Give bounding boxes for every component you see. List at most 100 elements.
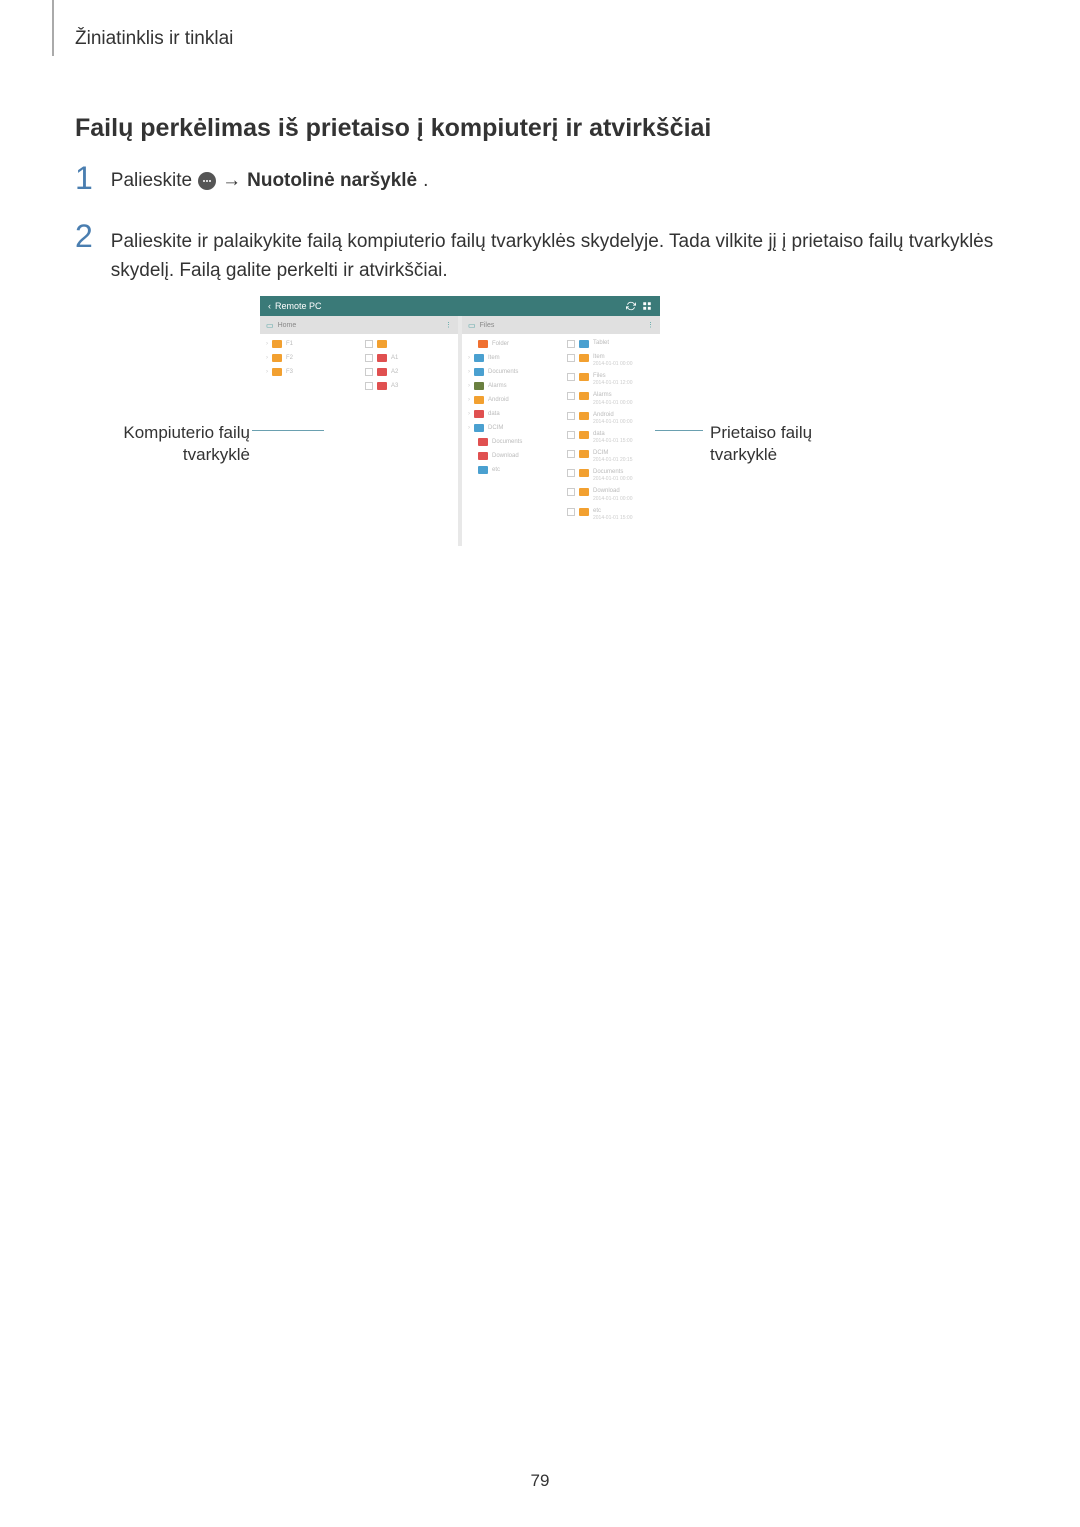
- file-label: Documents: [593, 469, 632, 476]
- step-number-2: 2: [75, 220, 93, 252]
- pc-panel-header: ▭ Home ⋮: [260, 316, 458, 334]
- back-arrow-icon: ‹: [268, 301, 271, 311]
- dual-panels: ▭ Home ⋮ › F1 › F2 › F3 A1 A2 A3 ▭ Files ⋮ Fold…: [260, 316, 660, 546]
- file-item: A3: [365, 382, 452, 390]
- statusbar-right: [626, 301, 652, 311]
- folder-icon: [579, 450, 589, 458]
- file-item: Documents: [468, 438, 555, 446]
- file-label: Documents: [492, 439, 522, 445]
- expand-arrow-icon: ›: [468, 383, 470, 389]
- checkbox-icon: [567, 340, 575, 348]
- checkbox-icon: [567, 392, 575, 400]
- folder-icon: [478, 438, 488, 446]
- folder-icon: [377, 340, 387, 348]
- device-col-2: TabletItem2014-01-01 00:00Files2014-01-0…: [567, 340, 654, 540]
- page-border-marker: [52, 0, 54, 56]
- checkbox-icon: [365, 354, 373, 362]
- file-label: Android: [593, 412, 632, 419]
- expand-arrow-icon: ›: [266, 369, 268, 375]
- file-subtext: 2014-01-01 15:00: [593, 438, 632, 444]
- folder-icon: [377, 382, 387, 390]
- file-item: Alarms2014-01-01 00:00: [567, 392, 654, 405]
- file-subtext: 2014-01-01 15:00: [593, 515, 632, 521]
- step-2: 2 Palieskite ir palaikykite failą kompiu…: [75, 220, 1005, 285]
- checkbox-icon: [365, 340, 373, 348]
- file-item: ›Item: [468, 354, 555, 362]
- menu-dots-icon: ⋮: [445, 321, 452, 329]
- expand-arrow-icon: ›: [468, 355, 470, 361]
- file-label: Download: [492, 453, 519, 459]
- file-item: Tablet: [567, 340, 654, 348]
- pc-col-1: ›F1›F2›F3: [266, 340, 353, 540]
- file-item: › F1: [266, 340, 353, 348]
- expand-arrow-icon: ›: [468, 397, 470, 403]
- connector-line-left: [252, 430, 324, 431]
- app-screenshot: ‹ Remote PC ▭ Home ⋮ ›F1›F2›F3 A1A2A3: [260, 296, 660, 546]
- file-label: A2: [391, 369, 398, 375]
- file-item: Android2014-01-01 00:00: [567, 412, 654, 425]
- file-label: Files: [593, 373, 632, 380]
- device-header-label: Files: [480, 322, 495, 329]
- file-label: A1: [391, 355, 398, 361]
- checkbox-icon: [567, 431, 575, 439]
- file-label: F1: [286, 341, 293, 347]
- checkbox-icon: [567, 412, 575, 420]
- step-1-bold: Nuotolinė naršyklė: [247, 170, 417, 192]
- file-item: ›data: [468, 410, 555, 418]
- folder-icon: [579, 412, 589, 420]
- label-device-file-manager: Prietaiso failųtvarkyklė: [710, 422, 812, 466]
- file-item: › F3: [266, 368, 353, 376]
- checkbox-icon: [567, 508, 575, 516]
- connector-line-right: [655, 430, 703, 431]
- folder-icon: [579, 373, 589, 381]
- folder-icon: [377, 354, 387, 362]
- folder-icon: [579, 431, 589, 439]
- file-item: Folder: [468, 340, 555, 348]
- file-label: data: [488, 411, 500, 417]
- device-panel-header: ▭ Files ⋮: [462, 316, 660, 334]
- folder-icon: [272, 368, 282, 376]
- pc-panel-body: ›F1›F2›F3 A1A2A3: [260, 334, 458, 546]
- file-item: ›Alarms: [468, 382, 555, 390]
- file-label: data: [593, 431, 632, 438]
- file-label: etc: [593, 508, 632, 515]
- file-item: data2014-01-01 15:00: [567, 431, 654, 444]
- step-1-suffix: .: [423, 170, 428, 192]
- file-item: etc2014-01-01 15:00: [567, 508, 654, 521]
- file-label: F2: [286, 355, 293, 361]
- file-item: Documents2014-01-01 00:00: [567, 469, 654, 482]
- folder-icon: [474, 368, 484, 376]
- file-subtext: 2014-01-01 00:00: [593, 496, 632, 502]
- step-1-content: Palieskite → Nuotolinė naršyklė.: [111, 162, 429, 192]
- page-number: 79: [531, 1471, 550, 1491]
- file-label: Folder: [492, 341, 509, 347]
- folder-icon: [474, 396, 484, 404]
- folder-icon: [579, 392, 589, 400]
- file-label: F3: [286, 369, 293, 375]
- checkbox-icon: [567, 488, 575, 496]
- refresh-icon: [626, 301, 636, 311]
- file-subtext: 2014-01-01 00:00: [593, 361, 632, 367]
- folder-icon: [272, 340, 282, 348]
- file-item: DCIM2014-01-01 20:15: [567, 450, 654, 463]
- expand-arrow-icon: ›: [266, 341, 268, 347]
- file-item: Download: [468, 452, 555, 460]
- checkbox-icon: [567, 450, 575, 458]
- step-2-content: Palieskite ir palaikykite failą kompiute…: [111, 220, 1005, 285]
- folder-icon: [579, 340, 589, 348]
- folder-icon: [579, 508, 589, 516]
- file-subtext: 2014-01-01 20:15: [593, 457, 632, 463]
- checkbox-icon: [365, 368, 373, 376]
- device-icon: ▭: [468, 321, 476, 330]
- file-label: DCIM: [488, 425, 503, 431]
- expand-arrow-icon: ›: [468, 369, 470, 375]
- device-panel: ▭ Files ⋮ Folder›Item›Documents›Alarms›A…: [462, 316, 660, 546]
- folder-icon: [478, 466, 488, 474]
- file-label: Alarms: [593, 392, 632, 399]
- checkbox-icon: [567, 469, 575, 477]
- file-item: Download2014-01-01 00:00: [567, 488, 654, 501]
- pc-header-label: Home: [278, 322, 297, 329]
- step-1: 1 Palieskite → Nuotolinė naršyklė.: [75, 162, 428, 194]
- folder-icon: [474, 410, 484, 418]
- file-subtext: 2014-01-01 00:00: [593, 476, 632, 482]
